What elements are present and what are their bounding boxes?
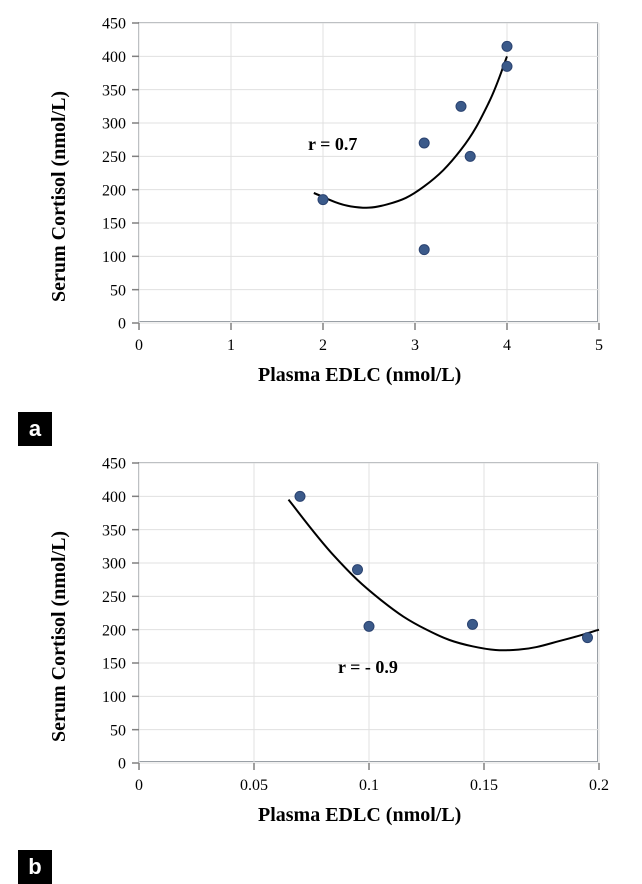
figure-container: 012345050100150200250300350400450 Serum … xyxy=(0,0,642,873)
data-point xyxy=(364,621,374,631)
data-point xyxy=(583,633,593,643)
y-tick-label: 450 xyxy=(102,456,126,473)
data-point xyxy=(419,138,429,148)
y-tick-label: 400 xyxy=(102,489,126,506)
r-label-a: r = 0.7 xyxy=(308,134,357,155)
y-tick-label: 250 xyxy=(102,589,126,606)
data-point xyxy=(353,565,363,575)
y-tick-label: 250 xyxy=(102,149,126,166)
x-tick-label: 0.1 xyxy=(359,777,379,794)
data-point xyxy=(468,619,478,629)
x-tick-label: 5 xyxy=(595,337,603,354)
chart-svg: 012345050100150200250300350400450 xyxy=(139,23,599,323)
y-tick-label: 150 xyxy=(102,656,126,673)
x-axis-label-a: Plasma EDLC (nmol/L) xyxy=(258,364,461,387)
data-point xyxy=(318,195,328,205)
y-tick-label: 300 xyxy=(102,556,126,573)
x-tick-label: 2 xyxy=(319,337,327,354)
panel-tag-b: b xyxy=(18,850,52,884)
data-point xyxy=(419,245,429,255)
data-point xyxy=(456,101,466,111)
x-tick-label: 0 xyxy=(135,337,143,354)
x-tick-label: 0 xyxy=(135,777,143,794)
panel-a: 012345050100150200250300350400450 Serum … xyxy=(18,10,624,412)
y-axis-label-a: Serum Cortisol (nmol/L) xyxy=(48,91,71,302)
y-tick-label: 450 xyxy=(102,16,126,33)
y-tick-label: 400 xyxy=(102,49,126,66)
x-tick-label: 0.05 xyxy=(240,777,268,794)
y-tick-label: 0 xyxy=(118,316,126,333)
panel-tag-a: a xyxy=(18,412,52,446)
plot-area-a: 012345050100150200250300350400450 xyxy=(138,22,598,322)
r-label-b: r = - 0.9 xyxy=(338,657,398,678)
x-axis-label-b: Plasma EDLC (nmol/L) xyxy=(258,804,461,827)
trend-curve xyxy=(314,56,507,207)
data-point xyxy=(295,491,305,501)
y-tick-label: 50 xyxy=(110,282,126,299)
x-tick-label: 0.15 xyxy=(470,777,498,794)
data-point xyxy=(502,61,512,71)
data-point xyxy=(465,151,475,161)
y-tick-label: 350 xyxy=(102,82,126,99)
y-axis-label-b: Serum Cortisol (nmol/L) xyxy=(48,531,71,742)
plot-area-b: 00.050.10.150.20501001502002503003504004… xyxy=(138,462,598,762)
trend-curve xyxy=(289,500,600,651)
y-tick-label: 150 xyxy=(102,216,126,233)
y-tick-label: 100 xyxy=(102,689,126,706)
y-tick-label: 50 xyxy=(110,722,126,739)
y-tick-label: 200 xyxy=(102,622,126,639)
x-tick-label: 0.2 xyxy=(589,777,609,794)
y-tick-label: 350 xyxy=(102,522,126,539)
y-tick-label: 200 xyxy=(102,182,126,199)
panel-b: 0 0.05 0.1 0.15 0.2 0 50 100 150 200 250 300 350 400 4… xyxy=(18,450,624,850)
chart-svg: 00.050.10.150.20501001502002503003504004… xyxy=(139,463,599,763)
data-point xyxy=(502,41,512,51)
x-tick-label: 1 xyxy=(227,337,235,354)
x-tick-label: 3 xyxy=(411,337,419,354)
y-tick-label: 0 xyxy=(118,756,126,773)
y-tick-label: 300 xyxy=(102,116,126,133)
y-tick-label: 100 xyxy=(102,249,126,266)
x-tick-label: 4 xyxy=(503,337,511,354)
